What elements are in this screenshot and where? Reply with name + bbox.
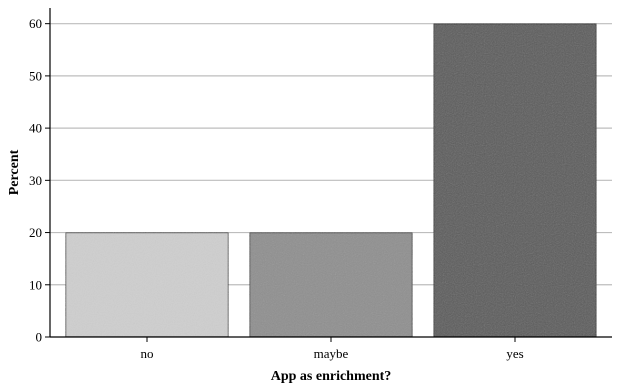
x-axis-title: App as enrichment?	[271, 369, 392, 384]
x-axis-ticks: no maybe yes	[141, 337, 524, 361]
x-tick-label: maybe	[314, 346, 349, 361]
y-tick-label: 20	[29, 225, 42, 240]
bar-yes	[432, 23, 598, 338]
bar-maybe	[248, 231, 414, 338]
x-tick-label: yes	[506, 346, 523, 361]
y-tick-label: 10	[29, 277, 42, 292]
bars	[64, 23, 598, 338]
y-tick-label: 30	[29, 173, 42, 188]
y-axis-ticks: 0 10 20 30 40 50 60	[29, 16, 50, 345]
y-tick-label: 60	[29, 16, 42, 31]
y-axis-title: Percent	[7, 149, 22, 195]
y-tick-label: 0	[36, 330, 43, 345]
y-tick-label: 40	[29, 121, 42, 136]
x-tick-label: no	[141, 346, 154, 361]
bar-no	[64, 231, 230, 338]
y-tick-label: 50	[29, 68, 42, 83]
